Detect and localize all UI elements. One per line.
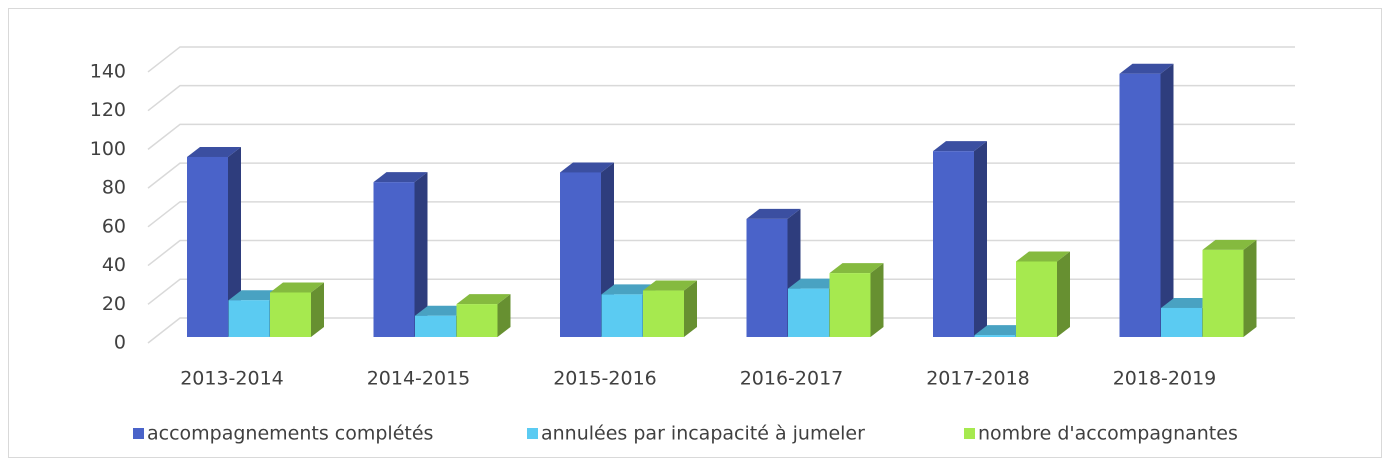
bar-top <box>228 290 283 301</box>
bar-side <box>1243 239 1257 337</box>
bar <box>270 292 311 337</box>
bar <box>560 172 601 337</box>
bar-side <box>228 146 241 337</box>
legend-label: nombre d'accompagnantes <box>978 423 1238 445</box>
bar-top <box>373 172 428 183</box>
bar-top <box>788 278 842 289</box>
x-tick-label: 2018-2019 <box>1113 368 1217 390</box>
bar-side <box>684 280 697 337</box>
bar-side <box>870 263 884 337</box>
legend-swatch <box>964 428 975 439</box>
bar-top <box>1119 63 1174 74</box>
bar-side <box>1057 251 1070 337</box>
grid-line <box>147 46 1295 73</box>
bar <box>415 315 456 337</box>
bar <box>1202 249 1244 337</box>
bar-top <box>829 263 884 274</box>
bar <box>1161 307 1202 337</box>
bar-side <box>1160 63 1174 337</box>
bar <box>974 335 1016 337</box>
legend-swatch <box>133 428 144 439</box>
bar-side <box>414 172 428 337</box>
bar-side <box>974 141 987 337</box>
bar <box>601 294 643 337</box>
bar <box>829 273 871 337</box>
bar-top <box>560 162 614 173</box>
x-tick-label: 2013-2014 <box>180 368 284 390</box>
bar <box>933 151 974 337</box>
bar <box>228 300 270 337</box>
bar-top <box>1202 239 1257 250</box>
bar <box>187 156 228 337</box>
bar-side <box>497 294 511 337</box>
y-tick-label: 100 <box>90 138 126 160</box>
x-tick-label: 2015-2016 <box>553 368 657 390</box>
legend-label: annulées par incapacité à jumeler <box>541 423 865 445</box>
bar-top <box>1161 297 1215 308</box>
bar <box>1119 73 1161 337</box>
grid-line <box>147 162 1295 189</box>
x-tick-label: 2014-2015 <box>367 368 471 390</box>
y-tick-label: 40 <box>102 254 126 276</box>
grid-line <box>147 317 1295 344</box>
bar-top <box>746 208 801 219</box>
bar <box>788 288 829 337</box>
bar-top <box>415 305 469 316</box>
grid-line <box>147 278 1295 305</box>
bar <box>373 182 415 337</box>
y-tick-label: 140 <box>90 60 126 82</box>
legend-swatch <box>527 428 538 439</box>
bar-top <box>270 282 324 293</box>
bar-top <box>933 141 987 152</box>
x-tick-label: 2016-2017 <box>740 368 844 390</box>
bar-top <box>643 280 697 291</box>
y-tick-label: 0 <box>114 332 126 354</box>
y-tick-label: 80 <box>102 177 126 199</box>
bar <box>643 290 684 337</box>
bar-top <box>974 325 1029 336</box>
x-tick-label: 2017-2018 <box>926 368 1030 390</box>
bar-top <box>187 146 241 157</box>
grid-line <box>147 201 1295 228</box>
grid-line <box>147 84 1295 112</box>
bar <box>1016 261 1057 337</box>
bar-top <box>1016 251 1070 262</box>
y-tick-label: 60 <box>102 215 126 237</box>
legend-label: accompagnements complétés <box>147 423 433 445</box>
grid-line <box>147 123 1295 150</box>
grid-line <box>147 239 1295 267</box>
bar <box>746 218 788 337</box>
y-tick-label: 20 <box>102 293 126 315</box>
y-tick-label: 120 <box>90 99 126 121</box>
bar-side <box>311 282 324 337</box>
bar <box>456 304 498 337</box>
bar-top <box>456 294 511 305</box>
bar-top <box>601 284 656 295</box>
